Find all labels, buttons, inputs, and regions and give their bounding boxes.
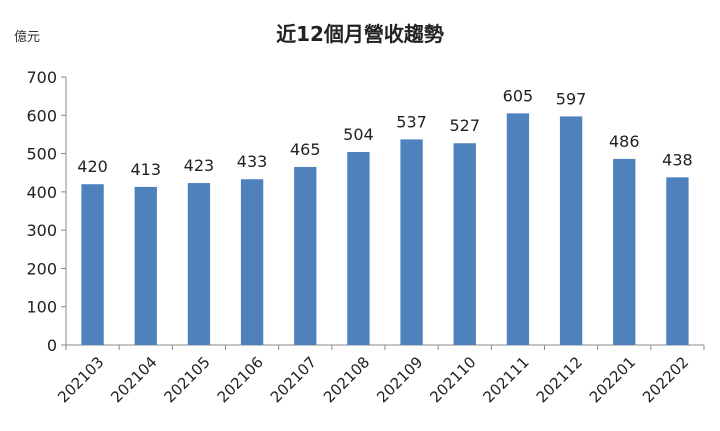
- data-label: 433: [237, 152, 268, 171]
- data-label: 537: [396, 112, 427, 131]
- bar: [187, 183, 211, 345]
- bar: [453, 143, 476, 345]
- x-tick-label: 202109: [373, 353, 426, 406]
- y-tick-label: 0: [47, 336, 57, 355]
- y-tick-label: 200: [26, 259, 57, 278]
- data-label: 423: [184, 156, 215, 175]
- data-label: 438: [662, 150, 693, 169]
- y-tick-label: 500: [26, 145, 57, 164]
- data-label: 605: [503, 86, 534, 105]
- data-label: 465: [290, 140, 321, 159]
- bar: [506, 113, 530, 345]
- data-label: 504: [343, 125, 374, 144]
- y-tick-label: 100: [26, 298, 57, 317]
- x-tick-label: 202108: [320, 353, 373, 406]
- y-tick-label: 300: [26, 221, 57, 240]
- x-tick-label: 202106: [214, 353, 267, 406]
- x-tick-label: 202105: [161, 353, 214, 406]
- bar: [294, 166, 317, 345]
- x-tick-label: 202112: [533, 353, 586, 406]
- x-tick-label: 202110: [426, 353, 479, 406]
- y-axis-unit-label: 億元: [14, 30, 41, 45]
- x-tick-label: 202202: [639, 353, 692, 406]
- data-label: 597: [556, 89, 587, 108]
- x-tick-label: 202104: [107, 353, 160, 406]
- data-label: 413: [130, 160, 161, 179]
- bar: [666, 177, 689, 345]
- x-tick-label: 202103: [54, 353, 107, 406]
- bar: [240, 179, 264, 345]
- data-label: 486: [609, 132, 640, 151]
- bar: [613, 158, 636, 345]
- x-tick-label: 202201: [586, 353, 639, 406]
- data-label: 420: [77, 157, 108, 176]
- bar: [134, 186, 157, 345]
- bar: [559, 116, 583, 345]
- bar: [81, 184, 104, 345]
- x-tick-label: 202111: [480, 353, 533, 406]
- chart-title: 近12個月營收趨勢: [276, 22, 444, 46]
- x-tick-label: 202107: [267, 353, 320, 406]
- bar: [400, 139, 423, 345]
- bar: [347, 152, 370, 345]
- y-tick-label: 700: [26, 68, 57, 87]
- data-label: 527: [449, 116, 480, 135]
- y-tick-label: 400: [26, 183, 57, 202]
- y-tick-label: 600: [26, 106, 57, 125]
